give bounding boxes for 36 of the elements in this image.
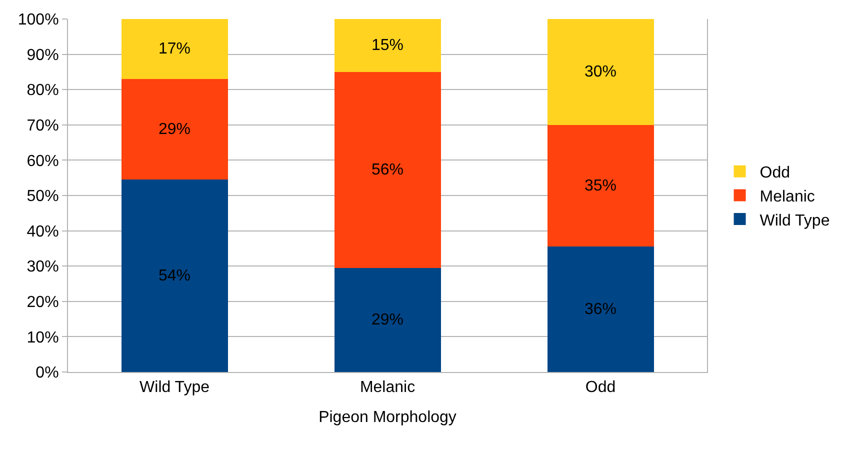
data-label: 54% [158,267,191,284]
y-tick-label: 0% [36,364,59,382]
y-tick-label: 80% [26,82,59,100]
x-tick-label: Wild Type [140,379,210,396]
bar [121,79,228,180]
legend-label: Odd [760,164,790,182]
y-tick-label: 60% [26,152,59,170]
y-tick-label: 40% [26,223,59,240]
y-tick-label: 30% [26,258,59,276]
data-label: 56% [371,161,404,178]
legend-label: Wild Type [760,212,830,230]
data-label: 30% [584,63,617,80]
bar [547,124,654,247]
data-label: 15% [371,36,404,54]
y-tick-label: 70% [26,118,59,134]
y-tick-label: 100% [18,12,59,29]
y-tick-label: 90% [26,46,59,64]
x-tick-label: Melanic [360,379,416,396]
bar [334,268,441,372]
bar [334,19,441,72]
data-label: 35% [584,177,617,194]
y-tick-label: 20% [26,294,59,311]
bar [334,72,441,268]
bar [121,19,228,80]
x-tick-label: Odd [585,379,616,396]
y-tick-label: 50% [26,188,59,206]
data-label: 17% [158,40,191,58]
data-label: 29% [371,311,404,328]
bar [547,246,654,372]
y-tick-label: 10% [26,329,59,346]
x-axis-title: Pigeon Morphology [318,408,456,426]
bar [121,180,228,372]
bar [547,19,654,125]
data-label: 36% [584,300,617,318]
legend-label: Melanic [760,188,815,206]
data-label: 29% [158,120,191,138]
